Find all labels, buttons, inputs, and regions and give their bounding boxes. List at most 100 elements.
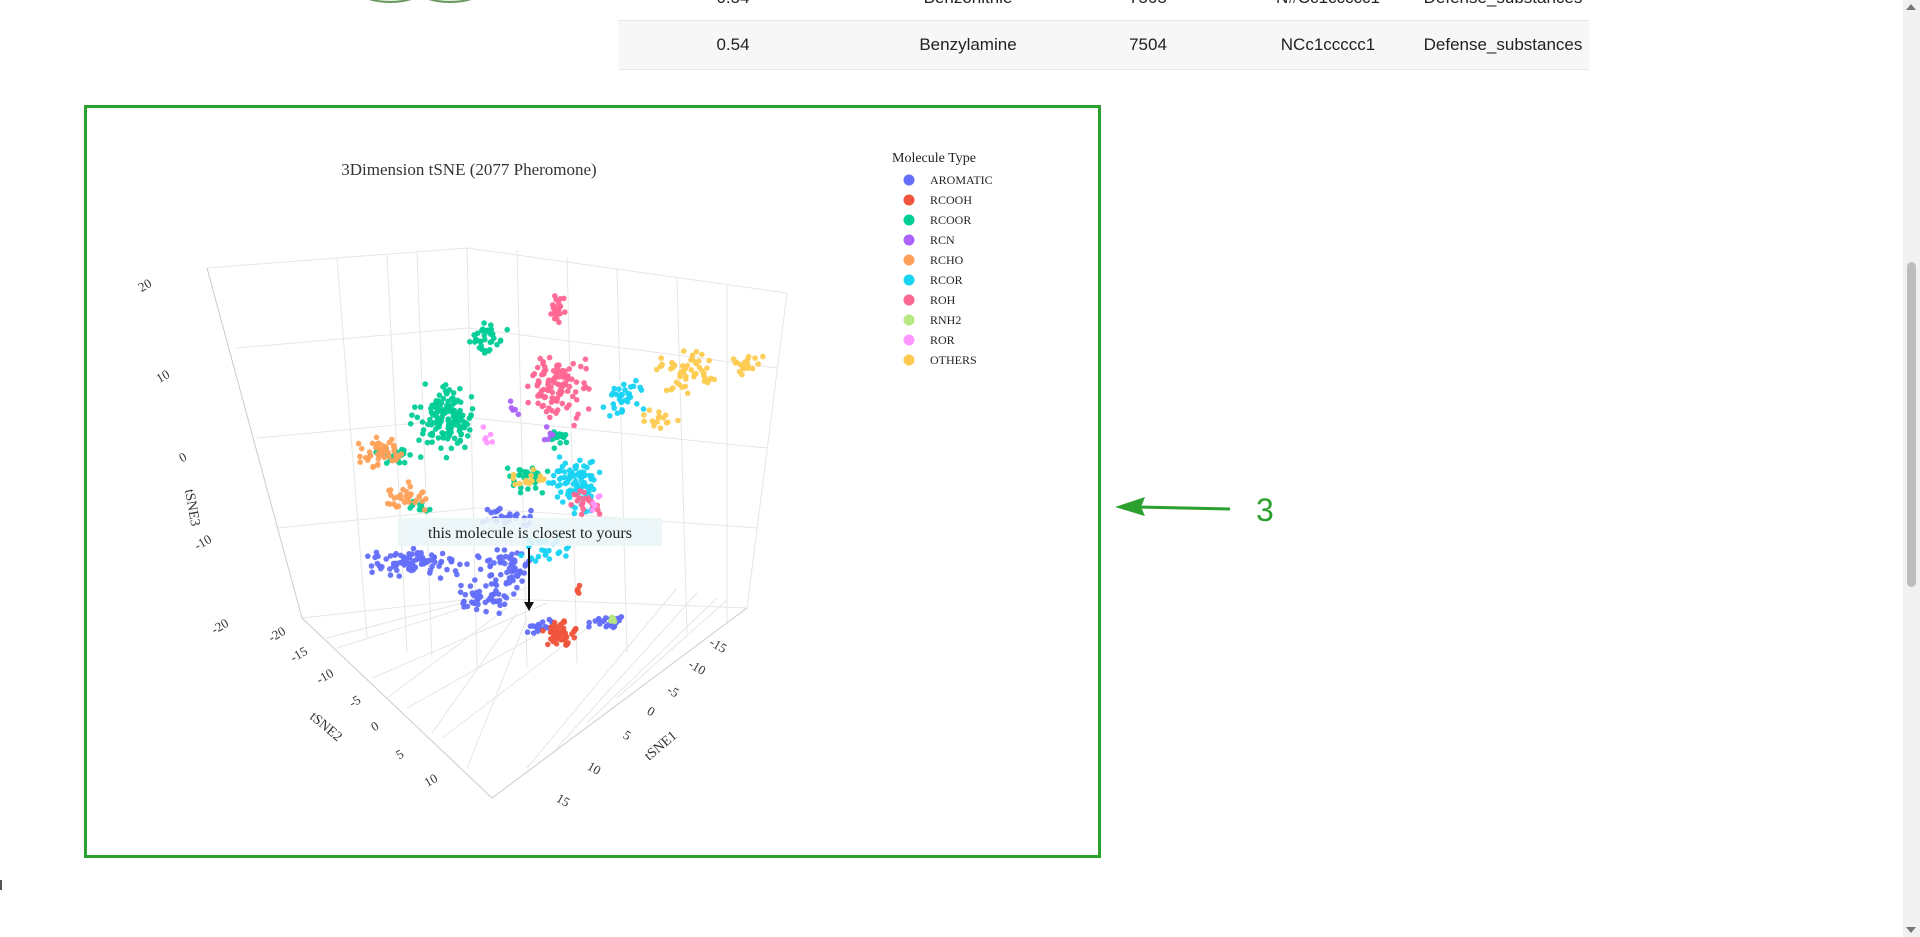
point-others [700,372,707,378]
point-aromatic [432,559,438,565]
point-roh [573,379,580,385]
point-rcoor [451,435,458,442]
point-rcho [390,443,397,450]
point-aromatic [595,616,602,622]
point-aromatic [439,550,446,557]
point-rcooh [562,632,568,638]
point-others [689,352,696,358]
x-tick-label: -5 [665,682,682,700]
point-rcoor [435,435,442,441]
point-rcoor [424,439,431,446]
legend-swatch-aromatic[interactable] [903,174,915,186]
point-rcoor [438,445,444,452]
point-aromatic [487,563,493,570]
point-rcoor [471,332,477,338]
legend-swatch-rcooh[interactable] [903,194,915,206]
point-rcoor [412,404,418,410]
legend-swatch-rcor[interactable] [903,274,915,286]
point-rcor [621,381,627,388]
legend-swatch-rnh2[interactable] [903,314,915,326]
legend-swatch-roh[interactable] [903,294,915,306]
legend-label-others[interactable]: OTHERS [930,353,977,367]
point-rcho [367,453,374,459]
legend-label-aromatic[interactable]: AROMATIC [930,173,993,187]
point-roh [540,402,547,409]
point-rcor [543,551,549,558]
point-others [752,355,758,361]
point-others [699,351,705,358]
legend-swatch-rcoor[interactable] [903,214,915,226]
point-roh [583,365,589,372]
legend-swatch-rcho[interactable] [903,254,915,266]
point-rcoor [435,398,442,404]
point-rcooh [574,586,581,593]
point-aromatic [484,558,491,564]
point-rcho [420,489,426,495]
score-cell: 0.54 [678,0,788,8]
point-rcoor [561,434,567,441]
point-aromatic [492,509,498,515]
point-others [732,360,739,366]
tsne-3d-scatter[interactable]: 3Dimension tSNE (2077 Pheromone) 20 10 0 -1… [87,108,1098,855]
point-roh [535,400,541,407]
point-others [659,361,665,368]
legend-label-ror[interactable]: ROR [930,333,955,347]
point-others [671,362,678,369]
point-roh [581,380,587,386]
legend-label-roh[interactable]: ROH [930,293,956,307]
point-rcho [391,501,397,507]
point-rcoor [440,435,447,441]
point-aromatic [514,584,520,591]
point-rcoor [450,390,457,396]
point-rcho [389,436,395,443]
point-rcoor [431,420,437,426]
point-rcor [626,391,633,397]
point-rcor [591,477,597,483]
x-tick-label: 5 [621,727,634,743]
legend-label-rcn[interactable]: RCN [930,233,955,247]
legend-swatch-ror[interactable] [903,334,915,346]
scrollbar-thumb[interactable] [1907,262,1916,587]
point-rcoor [427,431,434,438]
legend-swatch-others[interactable] [903,354,915,366]
point-ror [483,435,489,441]
legend-label-rcoor[interactable]: RCOOR [930,213,971,227]
legend-swatch-rcn[interactable] [903,234,915,246]
point-rcoor [438,408,444,415]
point-aromatic [509,559,516,566]
point-aromatic [537,621,543,628]
point-rcor [562,480,569,487]
point-aromatic [368,563,375,569]
point-rcor [560,499,566,505]
point-roh [571,422,577,429]
point-rcor [574,472,580,478]
point-rcor [596,469,603,476]
closest-molecule-annotation: this molecule is closest to yours [398,518,662,611]
point-aromatic [394,567,400,574]
legend-label-rcho[interactable]: RCHO [930,253,964,267]
point-rcor [557,467,564,474]
point-roh [580,385,587,392]
z-axis-title: tSNE3 [181,488,202,527]
scroll-down-icon[interactable] [1906,927,1916,933]
point-rcoor [383,460,390,466]
legend-label-rnh2[interactable]: RNH2 [930,313,961,327]
point-roh [564,405,570,411]
point-rcn [515,411,522,418]
legend-label-rcor[interactable]: RCOR [930,273,963,287]
point-rcoor [448,426,454,433]
legend-label-rcooh[interactable]: RCOOH [930,193,972,207]
point-others [739,371,745,378]
scroll-up-icon[interactable] [1906,4,1916,10]
point-aromatic [365,553,371,559]
point-others [537,473,544,480]
y-tick-label: 10 [421,770,440,789]
vertical-scrollbar[interactable] [1903,0,1920,937]
point-rcor [640,406,647,412]
point-aromatic [383,556,390,562]
point-rcor [532,558,539,564]
point-others [649,418,656,424]
point-rcoor [517,489,524,496]
point-roh [546,354,553,361]
point-rcooh [555,635,562,642]
